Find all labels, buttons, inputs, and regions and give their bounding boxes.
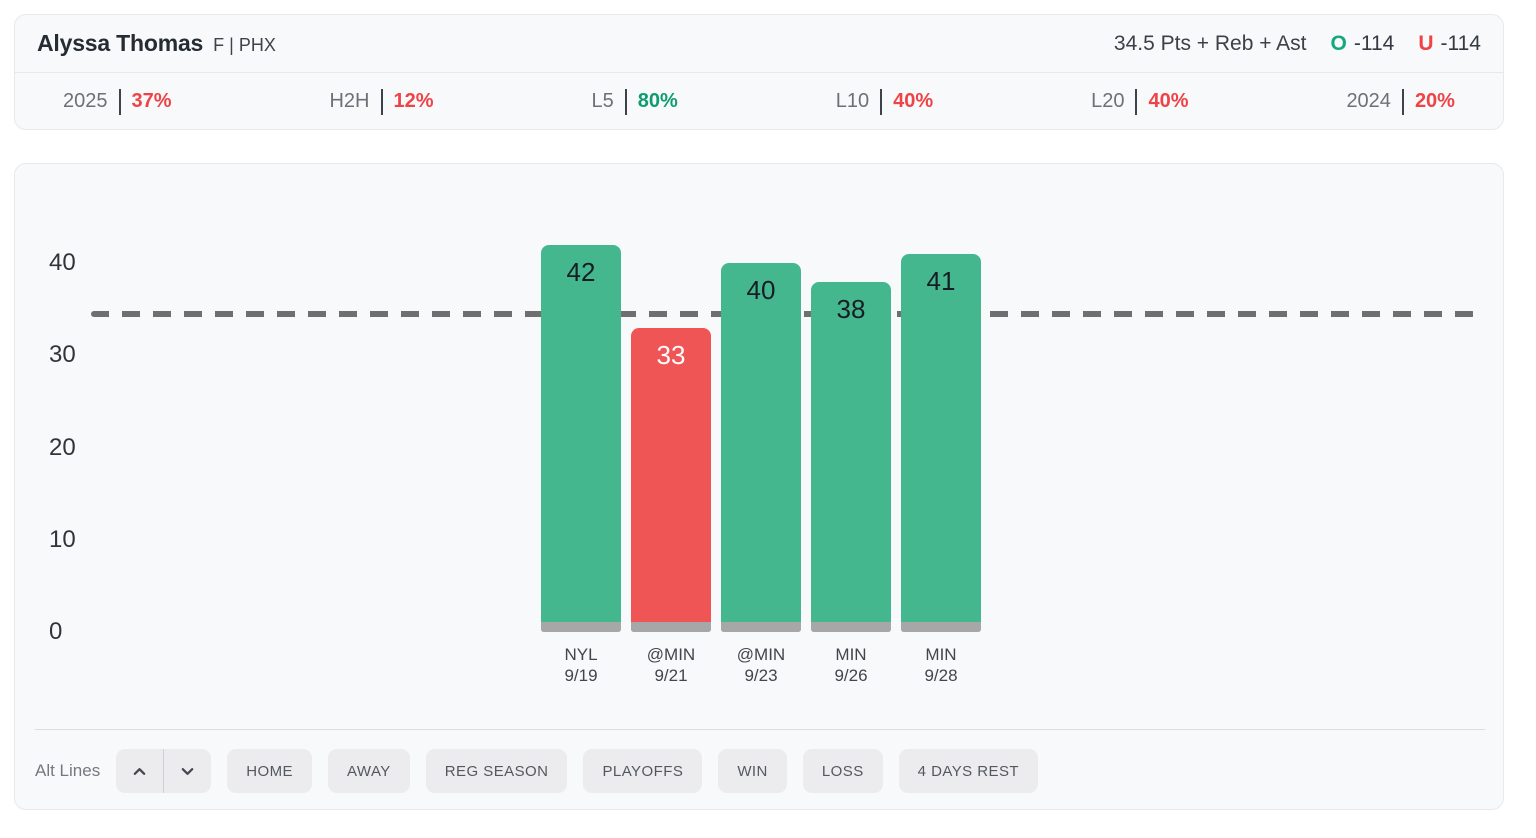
chevron-up-icon xyxy=(133,767,146,775)
stat-l10[interactable]: L10 40% xyxy=(835,88,934,115)
stat-label: 2024 xyxy=(1346,90,1391,112)
stat-divider xyxy=(880,88,883,115)
stat-label: L5 xyxy=(591,90,614,112)
stat-divider xyxy=(1135,88,1138,115)
alt-lines-stepper xyxy=(116,749,212,793)
x-axis-label: MIN 9/28 xyxy=(924,645,958,685)
stat-value: 40% xyxy=(1148,90,1189,112)
bar-min-9-26[interactable]: 38 xyxy=(811,281,891,632)
bar-base-strip xyxy=(541,621,621,632)
y-axis-tick: 40 xyxy=(49,249,76,277)
player-prop-header-card: Alyssa Thomas F | PHX 34.5 Pts + Reb + A… xyxy=(14,14,1504,130)
bar--min-9-23[interactable]: 40 xyxy=(721,263,801,632)
player-position-team: F | PHX xyxy=(213,35,276,55)
filter-button-win[interactable]: WIN xyxy=(718,749,787,793)
under-icon: U xyxy=(1418,31,1434,55)
stat-divider xyxy=(380,88,383,115)
stat-value: 37% xyxy=(131,90,172,112)
bar-value-label: 41 xyxy=(926,265,956,296)
title-row: Alyssa Thomas F | PHX 34.5 Pts + Reb + A… xyxy=(15,15,1503,73)
player-name: Alyssa Thomas xyxy=(37,30,204,56)
filter-button-reg-season[interactable]: REG SEASON xyxy=(425,749,568,793)
stat-h2h[interactable]: H2H 12% xyxy=(329,88,434,115)
stat-2024[interactable]: 2024 20% xyxy=(1346,88,1455,115)
stat-l5[interactable]: L5 80% xyxy=(591,88,678,115)
y-axis-tick: 0 xyxy=(49,618,63,645)
bar-chart: 0 10 20 30 40 42 NYL 9/19 33 @MIN 9/21 40 @MIN 9/23 38… xyxy=(15,164,1503,809)
alt-lines-label: Alt Lines xyxy=(35,761,101,780)
alt-line-up-button[interactable] xyxy=(116,749,163,793)
over-odds-value: -114 xyxy=(1353,31,1395,55)
stat-l20[interactable]: L20 40% xyxy=(1091,88,1189,115)
chevron-down-icon xyxy=(181,767,194,775)
stat-label: L20 xyxy=(1091,90,1125,112)
under-odds-value: -114 xyxy=(1440,31,1481,55)
bar-base-strip xyxy=(811,621,891,632)
stat-value: 40% xyxy=(893,90,934,112)
bar-base-strip xyxy=(901,621,981,632)
y-axis-tick: 20 xyxy=(49,433,76,461)
stat-divider xyxy=(118,88,121,115)
stat-label: 2025 xyxy=(63,90,108,112)
player-identity: Alyssa Thomas F | PHX xyxy=(37,30,276,57)
x-axis-label: MIN 9/26 xyxy=(834,645,868,685)
bar-value-label: 40 xyxy=(746,275,776,306)
stat-label: H2H xyxy=(329,90,370,112)
game-log-chart-card: 0 10 20 30 40 42 NYL 9/19 33 @MIN 9/21 40 @MIN 9/23 38… xyxy=(14,163,1504,810)
filter-button-loss[interactable]: LOSS xyxy=(802,749,883,793)
over-icon: O xyxy=(1330,31,1347,55)
stat-value: 12% xyxy=(393,90,434,112)
filters-row: Alt Lines HOME AWAY REG SEASON PLAYOFFS WIN L… xyxy=(35,749,1039,793)
stat-divider xyxy=(1401,88,1404,115)
prop-odds-block: 34.5 Pts + Reb + Ast O -114 U -114 xyxy=(1114,32,1481,56)
stat-2025[interactable]: 2025 37% xyxy=(63,88,172,115)
stat-value: 20% xyxy=(1414,90,1455,112)
y-axis-tick: 30 xyxy=(49,341,76,369)
bar-min-9-28[interactable]: 41 xyxy=(901,253,981,632)
alt-line-down-button[interactable] xyxy=(164,749,211,793)
x-axis-label: @MIN 9/23 xyxy=(736,645,786,685)
hit-rate-stats-row: 2025 37% H2H 12% L5 80% L10 40% L20 40% 2024 20% xyxy=(15,73,1503,130)
stat-label: L10 xyxy=(835,90,870,112)
bar-nyl-9-19[interactable]: 42 xyxy=(541,244,621,632)
filters-divider xyxy=(35,729,1485,730)
filter-button-home[interactable]: HOME xyxy=(227,749,313,793)
bar-value-label: 33 xyxy=(656,339,686,370)
prop-line-label: 34.5 Pts + Reb + Ast xyxy=(1113,31,1307,55)
bar-value-label: 42 xyxy=(566,256,596,287)
x-axis-label: @MIN 9/21 xyxy=(646,645,696,685)
bar-value-label: 38 xyxy=(836,293,866,324)
bar-base-strip xyxy=(631,621,711,632)
filter-button-4-days-rest[interactable]: 4 DAYS REST xyxy=(898,749,1039,793)
over-odds[interactable]: O -114 xyxy=(1331,32,1395,56)
stat-value: 80% xyxy=(637,90,678,112)
x-axis-label: NYL 9/19 xyxy=(564,645,598,685)
bar--min-9-21[interactable]: 33 xyxy=(631,327,711,632)
stepper-separator xyxy=(163,749,165,793)
y-axis-tick: 10 xyxy=(49,525,76,553)
under-odds[interactable]: U -114 xyxy=(1418,32,1481,56)
filter-button-playoffs[interactable]: PLAYOFFS xyxy=(583,749,703,793)
stat-divider xyxy=(624,88,627,115)
bar-base-strip xyxy=(721,621,801,632)
filter-button-away[interactable]: AWAY xyxy=(328,749,410,793)
